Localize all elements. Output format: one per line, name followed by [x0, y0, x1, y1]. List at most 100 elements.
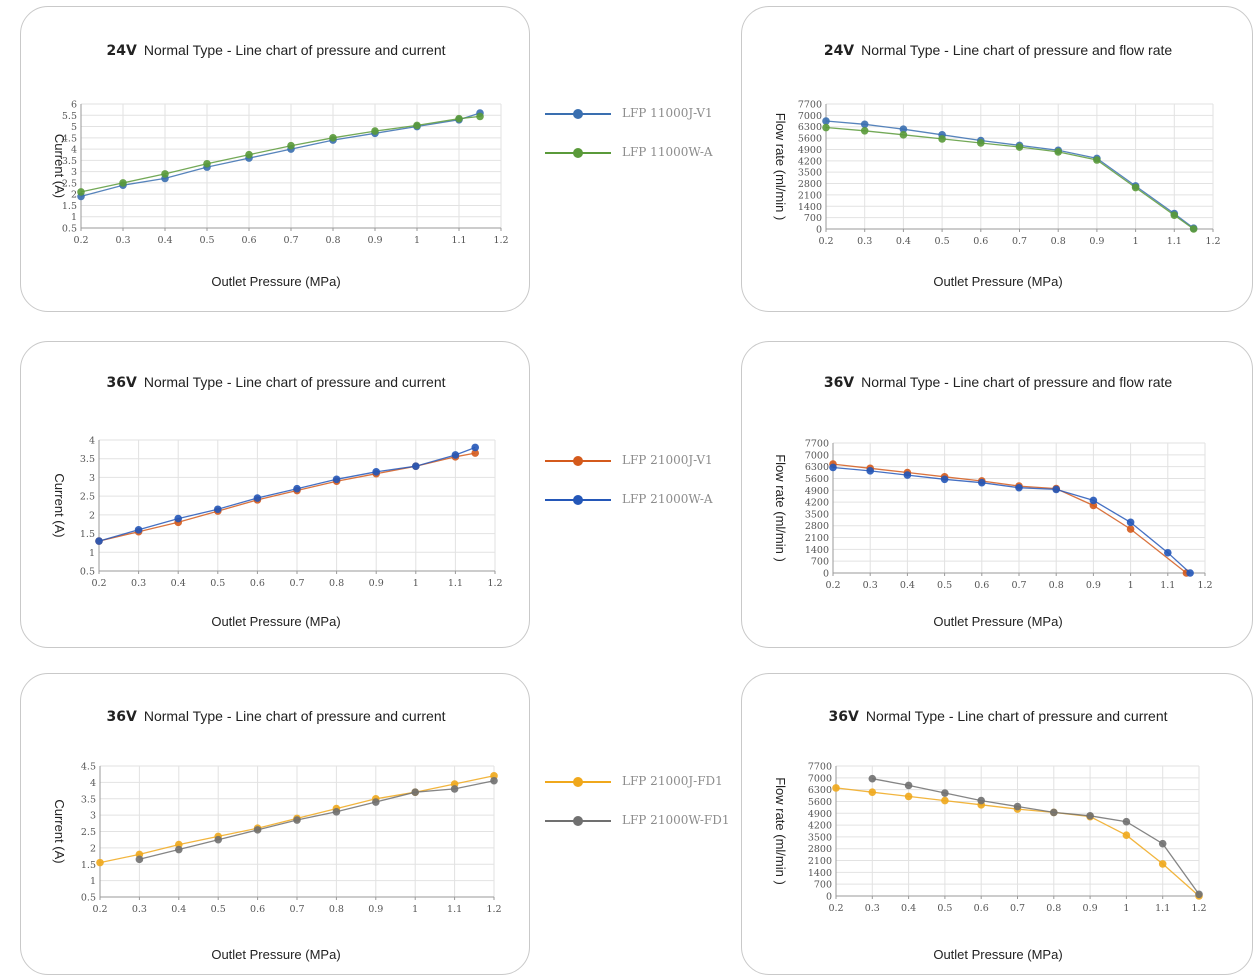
chart-title: 24V Normal Type - Line chart of pressure …: [824, 42, 1173, 59]
x-tick-label: 0.7: [289, 904, 304, 915]
series-1: [95, 443, 480, 545]
data-point: [411, 788, 420, 796]
y-tick-label: 7700: [808, 762, 832, 773]
x-axis-label: Outlet Pressure (MPa): [211, 947, 340, 962]
data-point: [1126, 525, 1135, 533]
data-point: [904, 792, 913, 801]
y-axis-label: Current (A): [52, 134, 67, 198]
chart-card-24v-current: 24V Normal Type - Line chart of pressure …: [20, 6, 530, 312]
legend-swatch: [545, 777, 611, 787]
y-tick-label: 0.5: [81, 893, 96, 904]
series-1: [829, 463, 1194, 577]
data-point: [868, 774, 877, 783]
data-point: [899, 125, 908, 133]
y-tick-label: 6300: [805, 462, 829, 473]
y-tick-label: 6300: [808, 785, 832, 796]
y-tick-label: 2100: [805, 533, 829, 544]
data-point: [977, 139, 985, 147]
y-tick-label: 7000: [805, 450, 829, 461]
legend-swatch: [545, 816, 611, 826]
x-tick-label: 0.2: [825, 580, 840, 591]
chart-card-36v-current: 36V Normal Type - Line chart of pressure …: [20, 341, 530, 648]
data-point: [293, 816, 301, 824]
data-point: [941, 796, 949, 805]
x-tick-label: 0.6: [974, 903, 989, 914]
x-tick-label: 1.2: [1197, 580, 1212, 591]
x-tick-label: 1.1: [1167, 236, 1182, 247]
x-tick-label: 0.6: [973, 236, 988, 247]
data-point: [1122, 817, 1131, 826]
y-tick-label: 5.5: [62, 111, 77, 122]
data-point: [203, 159, 211, 168]
x-tick-label: 0.5: [935, 236, 950, 247]
x-tick-label: 0.3: [131, 578, 146, 589]
y-tick-label: 4.5: [62, 133, 77, 144]
y-tick-label: 2: [90, 843, 96, 854]
y-tick-label: 0.5: [62, 224, 77, 235]
series-0: [822, 117, 1198, 232]
chart-svg: 24V Normal Type - Line chart of pressure …: [773, 42, 1221, 289]
data-point: [1122, 831, 1131, 840]
data-point: [253, 494, 262, 502]
data-point: [412, 462, 420, 470]
chart-title-text: Normal Type - Line chart of pressure and…: [861, 374, 1172, 390]
x-tick-label: 0.6: [241, 235, 256, 246]
data-point: [1013, 802, 1022, 811]
x-tick-label: 0.7: [1011, 580, 1026, 591]
x-tick-label: 0.3: [865, 903, 880, 914]
x-tick-label: 0.9: [1083, 903, 1098, 914]
y-tick-label: 5600: [798, 134, 822, 145]
series-0: [829, 460, 1191, 577]
chart-grid: [832, 442, 1206, 574]
y-tick-label: 6: [71, 100, 77, 111]
data-point: [332, 475, 341, 484]
chart-title: 36V Normal Type - Line chart of pressure …: [107, 374, 446, 391]
series-line: [832, 463, 1187, 574]
chart-voltage: 36V: [107, 709, 137, 725]
chart-title: 36V Normal Type - Line chart of pressure …: [824, 374, 1173, 391]
chart-card-36v-flow-rate: 36V Normal Type - Line chart of pressure …: [741, 341, 1253, 648]
y-tick-label: 0.5: [80, 567, 95, 578]
x-tick-label: 1.2: [486, 904, 501, 915]
series-line: [832, 466, 1191, 574]
legend-swatch: [545, 109, 611, 119]
y-tick-label: 2.5: [81, 827, 96, 838]
y-tick-label: 4200: [805, 498, 829, 509]
series-1: [822, 123, 1198, 233]
chart-grid: [835, 765, 1200, 897]
x-tick-label: 1.1: [1160, 580, 1175, 591]
legend-item: LFP 21000J-FD1: [544, 772, 744, 792]
y-tick-label: 3.5: [62, 156, 77, 167]
chart-voltage: 24V: [824, 43, 854, 59]
y-tick-label: 700: [814, 880, 832, 891]
chart-voltage: 36V: [107, 375, 137, 391]
y-tick-label: 4: [89, 436, 95, 447]
x-tick-label: 0.9: [367, 235, 382, 246]
x-tick-label: 0.6: [974, 580, 989, 591]
y-tick-label: 1400: [808, 868, 832, 879]
x-tick-label: 0.8: [329, 904, 344, 915]
data-point: [1158, 860, 1167, 868]
chart-title: 24V Normal Type - Line chart of pressure …: [107, 42, 446, 59]
series-line: [825, 126, 1194, 230]
y-tick-label: 4.5: [81, 762, 96, 773]
data-point: [471, 443, 480, 452]
legend-swatch: [545, 148, 611, 158]
y-tick-label: 7000: [808, 773, 832, 784]
data-point: [451, 451, 460, 459]
y-tick-label: 3.5: [81, 794, 96, 805]
series-0: [77, 109, 484, 201]
data-point: [832, 784, 840, 792]
x-tick-label: 1: [1133, 236, 1139, 247]
data-point: [135, 855, 144, 864]
x-tick-label: 0.4: [896, 236, 911, 247]
data-point: [904, 781, 913, 790]
chart-svg: 36V Normal Type - Line chart of pressure …: [52, 708, 502, 962]
x-axis-label: Outlet Pressure (MPa): [211, 614, 340, 629]
x-axis-label: Outlet Pressure (MPa): [211, 274, 340, 289]
y-tick-label: 4: [71, 145, 77, 156]
y-tick-label: 5600: [808, 797, 832, 808]
y-axis-label: Flow rate (ml/min ): [773, 777, 788, 885]
data-point: [941, 789, 949, 797]
data-point: [293, 484, 301, 493]
